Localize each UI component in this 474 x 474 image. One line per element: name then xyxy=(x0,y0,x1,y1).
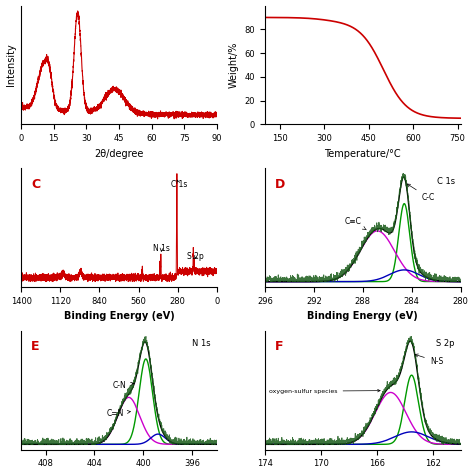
Text: C 1s: C 1s xyxy=(171,180,187,189)
Text: C-C: C-C xyxy=(407,184,435,202)
Text: C≡C: C≡C xyxy=(344,217,366,230)
Text: C 1s: C 1s xyxy=(437,177,455,186)
X-axis label: Binding Energy (eV): Binding Energy (eV) xyxy=(64,311,174,321)
Text: S 2p: S 2p xyxy=(436,339,455,348)
Text: C-N: C-N xyxy=(113,381,134,390)
Text: S 2p: S 2p xyxy=(187,252,204,261)
Text: F: F xyxy=(274,340,283,354)
X-axis label: 2θ/degree: 2θ/degree xyxy=(94,148,144,159)
Text: E: E xyxy=(31,340,39,354)
Text: N 1s: N 1s xyxy=(192,339,211,348)
Text: C=N: C=N xyxy=(107,409,130,418)
X-axis label: Temperature/°C: Temperature/°C xyxy=(324,148,401,159)
X-axis label: Binding Energy (eV): Binding Energy (eV) xyxy=(307,311,418,321)
Y-axis label: Intensity: Intensity xyxy=(6,44,16,86)
Text: N-S: N-S xyxy=(415,354,443,366)
Text: C: C xyxy=(31,178,40,191)
Text: oxygen-sulfur species: oxygen-sulfur species xyxy=(269,389,380,394)
Text: D: D xyxy=(274,178,285,191)
Y-axis label: Weight/%: Weight/% xyxy=(229,42,239,88)
Text: N 1s: N 1s xyxy=(153,244,170,253)
